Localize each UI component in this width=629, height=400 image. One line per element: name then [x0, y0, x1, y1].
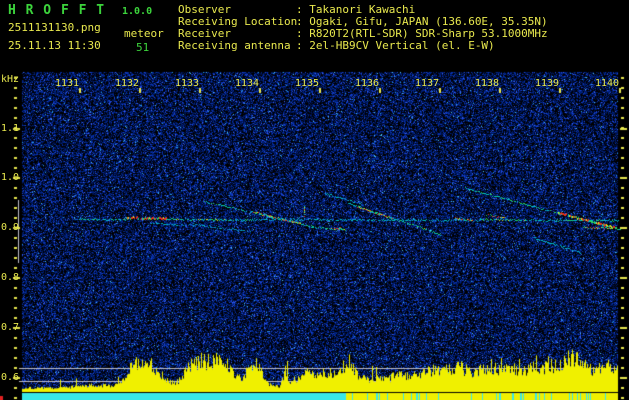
- info-row-observer: Observer: Takanori Kawachi: [178, 4, 415, 16]
- y-tick-label: 0.7: [1, 322, 20, 333]
- info-separator: :: [296, 39, 303, 52]
- info-separator: :: [296, 3, 303, 16]
- info-label: Receiving antenna: [178, 39, 291, 52]
- x-tick-label: 1139: [534, 78, 560, 89]
- y-tick-label: 1.1: [1, 123, 20, 134]
- app-version: 1.0.0: [122, 6, 153, 17]
- info-row-receiver: Receiver: R820T2(RTL-SDR) SDR-Sharp 53.1…: [178, 28, 548, 40]
- date-time: 25.11.13 11:30: [8, 39, 101, 52]
- info-label: Receiving Location: [178, 15, 298, 28]
- info-row-location: Receiving Location: Ogaki, Gifu, JAPAN (…: [178, 16, 548, 28]
- info-separator: :: [296, 27, 303, 40]
- y-tick-label: 0.6: [1, 372, 20, 383]
- info-label: Receiver: [178, 27, 231, 40]
- info-row-antenna: Receiving antenna: 2el-HB9CV Vertical (e…: [178, 40, 495, 52]
- y-tick-label: 0.8: [1, 272, 20, 283]
- mode-label: meteor: [124, 27, 164, 40]
- echo-count: 51: [136, 41, 150, 54]
- x-tick-label: 1135: [294, 78, 320, 89]
- x-tick-label: 1132: [114, 78, 140, 89]
- y-axis-unit: kHz: [1, 74, 20, 85]
- x-tick-label: 1140: [594, 78, 620, 89]
- y-tick-label: 0.9: [1, 222, 20, 233]
- info-value: 2el-HB9CV Vertical (el. E-W): [309, 39, 495, 52]
- info-label: Observer: [178, 3, 231, 16]
- x-tick-label: 1131: [54, 78, 80, 89]
- x-tick-label: 1138: [474, 78, 500, 89]
- y-tick-label: 1.0: [1, 172, 20, 183]
- app-title: H R O F F T: [8, 3, 106, 18]
- x-tick-label: 1136: [354, 78, 380, 89]
- info-value: Ogaki, Gifu, JAPAN (136.60E, 35.35N): [309, 15, 548, 28]
- info-separator: :: [296, 15, 303, 28]
- x-tick-label: 1134: [234, 78, 260, 89]
- info-value: Takanori Kawachi: [309, 3, 416, 16]
- info-value: R820T2(RTL-SDR) SDR-Sharp 53.1000MHz: [309, 27, 548, 40]
- x-tick-label: 1133: [174, 78, 200, 89]
- output-filename: 2511131130.png: [8, 21, 101, 34]
- x-tick-label: 1137: [414, 78, 440, 89]
